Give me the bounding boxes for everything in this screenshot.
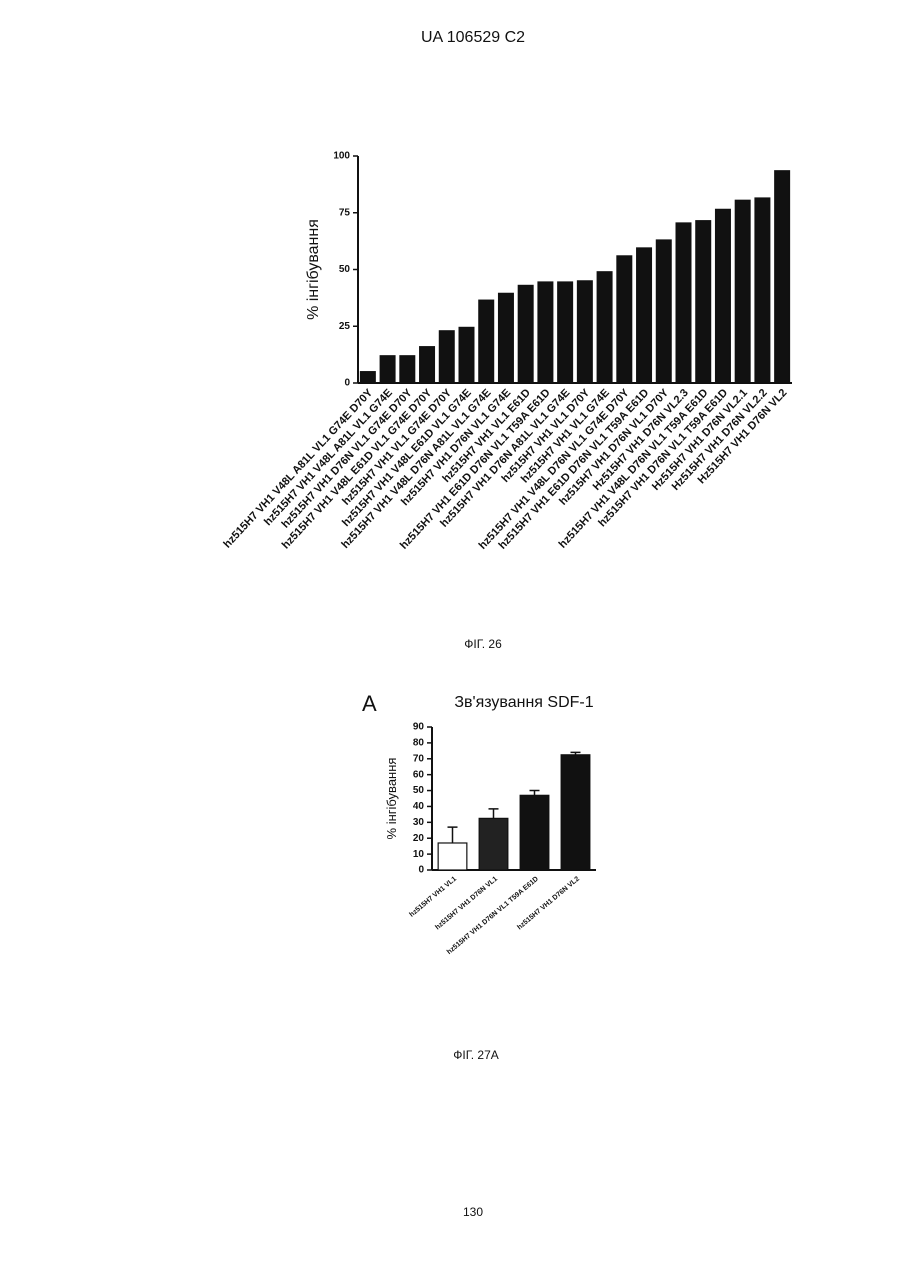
bar	[716, 209, 731, 383]
error-bar	[448, 827, 458, 843]
document: UA 106529 C2 ФІГ. 26 ФІГ. 27А 130 0 25 50 7…	[0, 0, 901, 1273]
chart-title: Зв'язування SDF-1	[454, 694, 593, 711]
figure-caption: ФІГ. 26	[464, 637, 502, 651]
bar	[538, 282, 553, 383]
y-tick-label: 30	[413, 817, 425, 828]
bar	[380, 356, 395, 383]
bar	[499, 293, 514, 383]
error-bar	[530, 791, 540, 796]
bar	[518, 285, 533, 383]
bar	[558, 282, 573, 383]
y-tick-label: 70	[413, 753, 425, 764]
y-tick-label: 75	[339, 207, 351, 218]
page-header: UA 106529 C2	[421, 29, 525, 46]
bar	[775, 171, 790, 383]
y-tick-label: 90	[413, 722, 425, 733]
page: UA 106529 C2 ФІГ. 26 ФІГ. 27А 130 0 25 50 7…	[0, 0, 901, 1273]
x-tick-label: hz515H7 VH1 D76N VL1 T59A E61D	[446, 876, 540, 956]
y-tick-label: 25	[339, 321, 351, 332]
bar	[439, 331, 454, 383]
y-tick-label: 20	[413, 833, 425, 844]
bar	[360, 372, 375, 383]
bar	[479, 300, 494, 383]
y-axis-label: % інгібування	[384, 758, 399, 840]
panel-label: A	[362, 691, 377, 716]
bar	[656, 240, 671, 383]
bar	[735, 200, 750, 383]
bar	[459, 327, 474, 383]
bar	[577, 281, 592, 383]
bar	[755, 198, 770, 383]
bar	[561, 755, 590, 870]
bar	[696, 221, 711, 383]
bar	[637, 248, 652, 383]
y-tick-label: 50	[339, 264, 351, 275]
bar	[479, 818, 508, 870]
page-number: 130	[463, 1205, 483, 1219]
bar	[676, 223, 691, 383]
bar	[438, 843, 467, 870]
y-tick-label: 100	[333, 151, 350, 162]
y-tick-label: 0	[344, 378, 350, 389]
bar	[520, 795, 549, 870]
y-tick-label: 10	[413, 849, 425, 860]
y-tick-label: 60	[413, 769, 425, 780]
bar	[400, 356, 415, 383]
y-axis-label: % інгібування	[305, 219, 322, 320]
figure-caption: ФІГ. 27А	[453, 1048, 499, 1062]
y-tick-label: 50	[413, 785, 425, 796]
y-tick-label: 80	[413, 738, 425, 749]
y-tick-label: 40	[413, 801, 425, 812]
bar	[617, 256, 632, 383]
bar	[597, 272, 612, 383]
y-tick-label: 0	[418, 865, 424, 876]
bar	[420, 347, 435, 383]
error-bar	[489, 809, 499, 819]
